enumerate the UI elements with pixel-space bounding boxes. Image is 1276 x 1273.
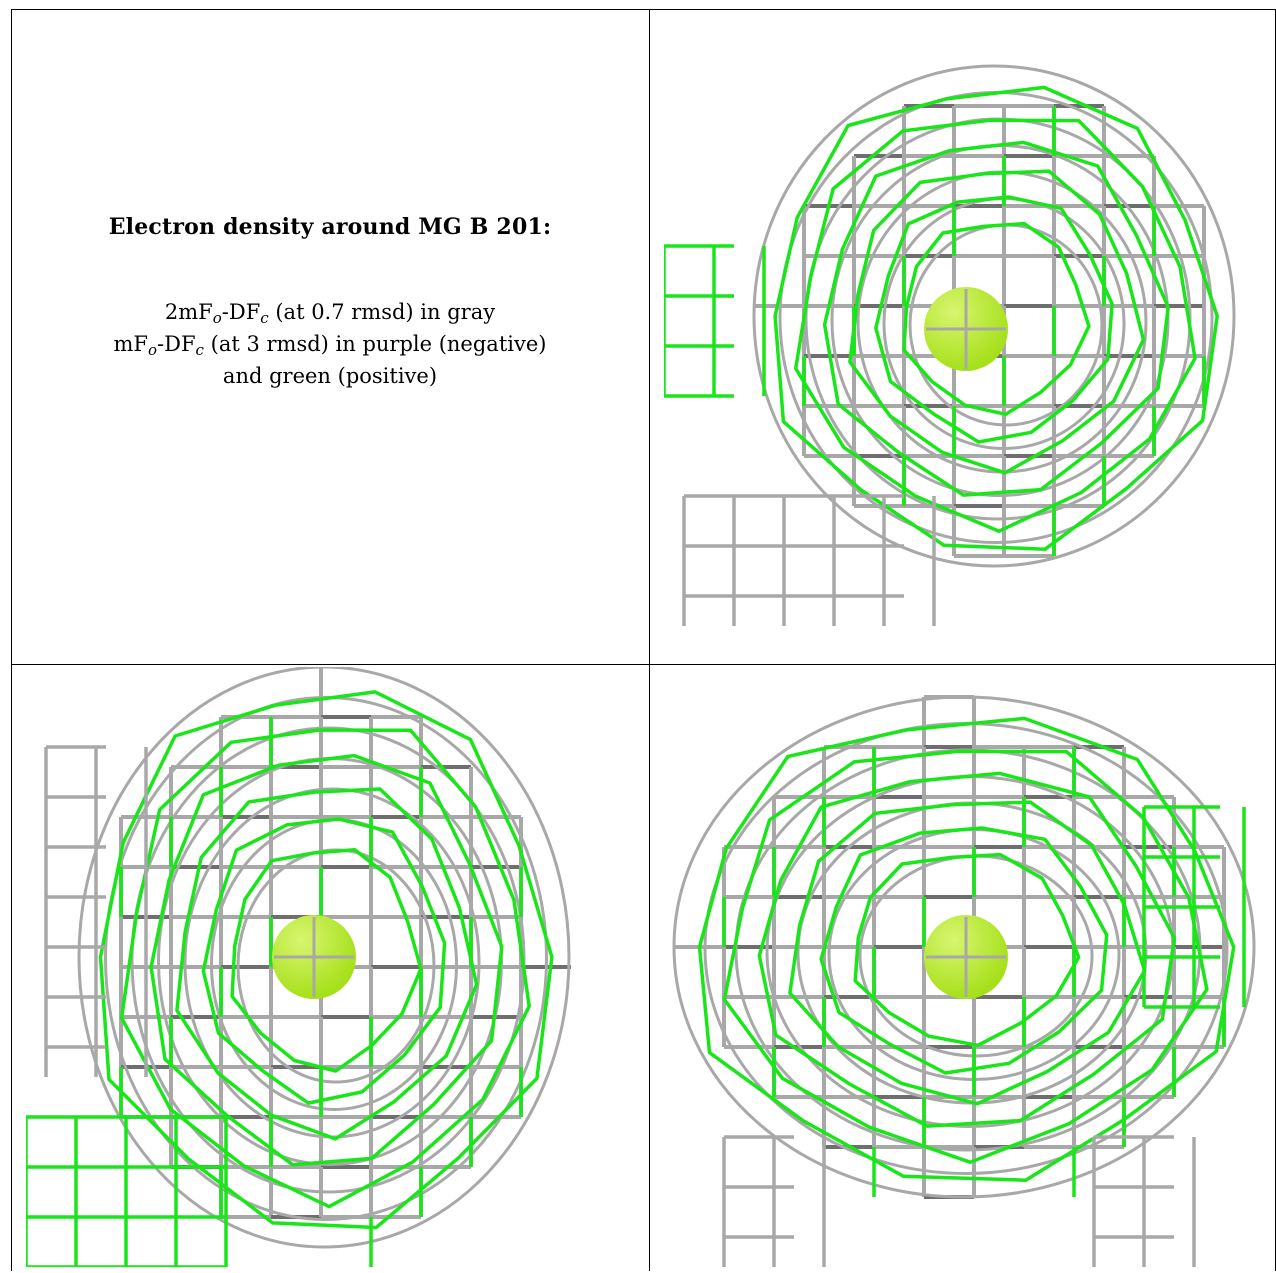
green-mesh-contour [822,140,1170,497]
table-border-top [11,9,1276,10]
table-divider-horizontal [11,664,1276,665]
green-mesh-contour [848,169,1146,475]
green-mesh-contour [697,716,1236,1182]
green-mesh-contour [98,690,554,1230]
mesh-group [26,667,571,1267]
density-view-bottom-left [26,667,644,1267]
green-mesh-contour [230,848,423,1073]
density-view-bottom-right [664,667,1270,1267]
green-mesh-contour [201,817,447,1105]
green-mesh-contour [757,771,1177,1128]
legend-line-colors: and green (positive) [222,364,438,388]
green-mesh-contour [819,826,1109,1075]
green-mesh-contour [853,852,1081,1048]
green-mesh-contour [722,749,1209,1164]
legend-line-2fo-fc: 2mFo-DFc (at 0.7 rmsd) in gray [164,300,496,327]
table-border-left [11,9,12,1271]
green-mesh-contour [175,787,479,1141]
gray-mesh-contour [672,695,1256,1199]
mesh-group [664,64,1236,626]
green-mesh-contour [902,221,1091,417]
green-mesh-contour [788,800,1147,1106]
density-mesh-svg [672,695,1256,1267]
legend: 2mFo-DFc (at 0.7 rmsd) in gray mFo-DFc (… [114,296,547,392]
caption-title: Electron density around MG B 201: [108,214,552,240]
density-mesh-svg [664,64,1236,626]
caption-cell: Electron density around MG B 201: 2mFo-D… [11,9,649,664]
table-divider-vertical [649,9,650,1271]
density-mesh-svg [26,667,571,1267]
density-view-top-right [664,16,1264,633]
green-mesh-contour [149,753,504,1167]
green-mesh-contour [119,728,531,1209]
gray-mesh-contour [77,667,571,1249]
legend-line-fo-fc: mFo-DFc (at 3 rmsd) in purple (negative) [113,332,547,359]
green-mesh-contour [773,85,1219,551]
gray-mesh-contour [752,64,1236,568]
green-mesh-contour [793,118,1197,533]
